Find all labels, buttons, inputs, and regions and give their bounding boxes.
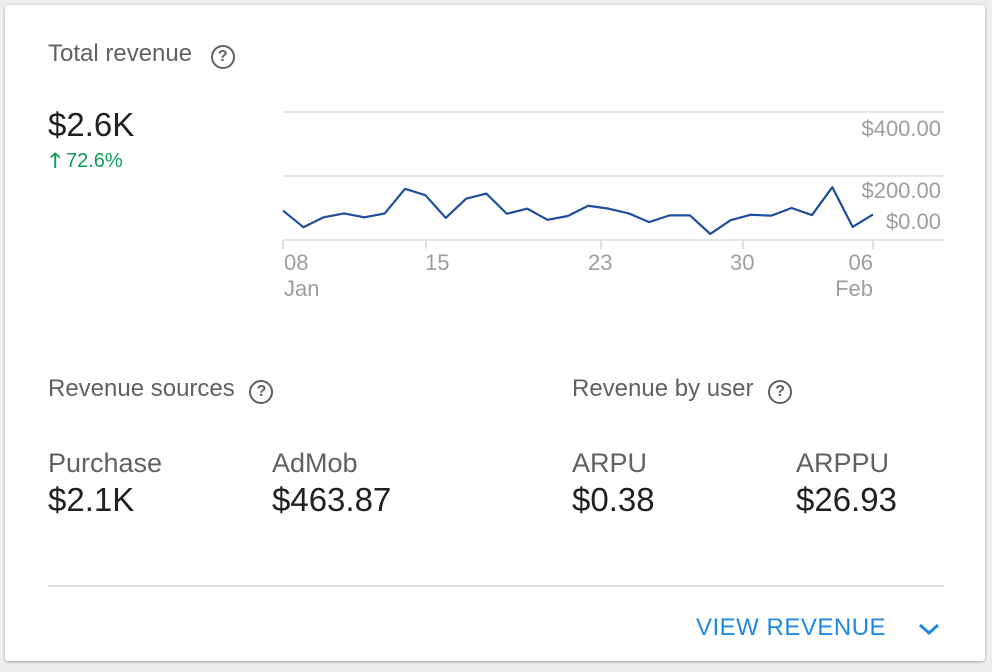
- x-tick-label: 30: [730, 250, 755, 275]
- divider: [48, 585, 944, 587]
- metric-admob: AdMob $463.87: [272, 448, 391, 519]
- revenue-by-user-title: Revenue by user ?: [572, 375, 793, 404]
- x-tick-label: 08 Jan: [284, 250, 319, 302]
- metric-value: $0.38: [572, 481, 655, 518]
- total-revenue-title-text: Total revenue: [48, 40, 193, 67]
- revenue-sources-title: Revenue sources ?: [48, 375, 274, 404]
- x-tick-day: 06: [848, 250, 873, 275]
- revenue-series-line: [282, 186, 874, 236]
- revenue-chart: [282, 111, 943, 249]
- help-circle-icon[interactable]: ?: [768, 380, 793, 404]
- metric-label: Purchase: [48, 448, 163, 478]
- x-tick-label: 06 Feb: [835, 250, 873, 302]
- metric-purchase: Purchase $2.1K: [48, 448, 162, 519]
- help-circle-icon[interactable]: ?: [249, 380, 274, 404]
- metric-label: ARPU: [572, 448, 648, 478]
- x-tick-month: Jan: [284, 276, 320, 301]
- metric-label: ARPPU: [796, 448, 890, 478]
- help-circle-icon[interactable]: ?: [210, 45, 235, 69]
- total-revenue-value: $2.6K: [48, 106, 135, 143]
- y-tick-label: $200.00: [861, 178, 941, 203]
- x-tick-label: 15: [425, 250, 450, 275]
- arrow-up-icon: 🡑: [50, 150, 61, 172]
- revenue-by-user-title-text: Revenue by user: [572, 375, 754, 402]
- metric-arppu: ARPPU $26.93: [796, 448, 897, 519]
- y-tick-label: $0.00: [885, 209, 941, 234]
- metric-label: AdMob: [272, 448, 358, 478]
- y-tick-label: $400.00: [861, 116, 941, 141]
- x-tick-day: 08: [284, 250, 309, 275]
- revenue-change: 🡑 72.6%: [50, 146, 123, 180]
- chevron-down-icon[interactable]: [917, 621, 941, 637]
- x-tick-month: Feb: [835, 276, 873, 301]
- x-tick-label: 23: [588, 250, 613, 275]
- metric-arpu: ARPU $0.38: [572, 448, 655, 519]
- metric-value: $26.93: [796, 481, 897, 518]
- view-revenue-label: VIEW REVENUE: [696, 614, 887, 641]
- revenue-change-value: 72.6%: [65, 150, 123, 172]
- revenue-card: [5, 5, 985, 661]
- revenue-sources-title-text: Revenue sources: [48, 375, 235, 402]
- metric-value: $463.87: [272, 481, 392, 518]
- view-revenue-button[interactable]: VIEW REVENUE: [696, 614, 941, 642]
- total-revenue-title: Total revenue ?: [48, 40, 235, 69]
- metric-value: $2.1K: [48, 481, 135, 518]
